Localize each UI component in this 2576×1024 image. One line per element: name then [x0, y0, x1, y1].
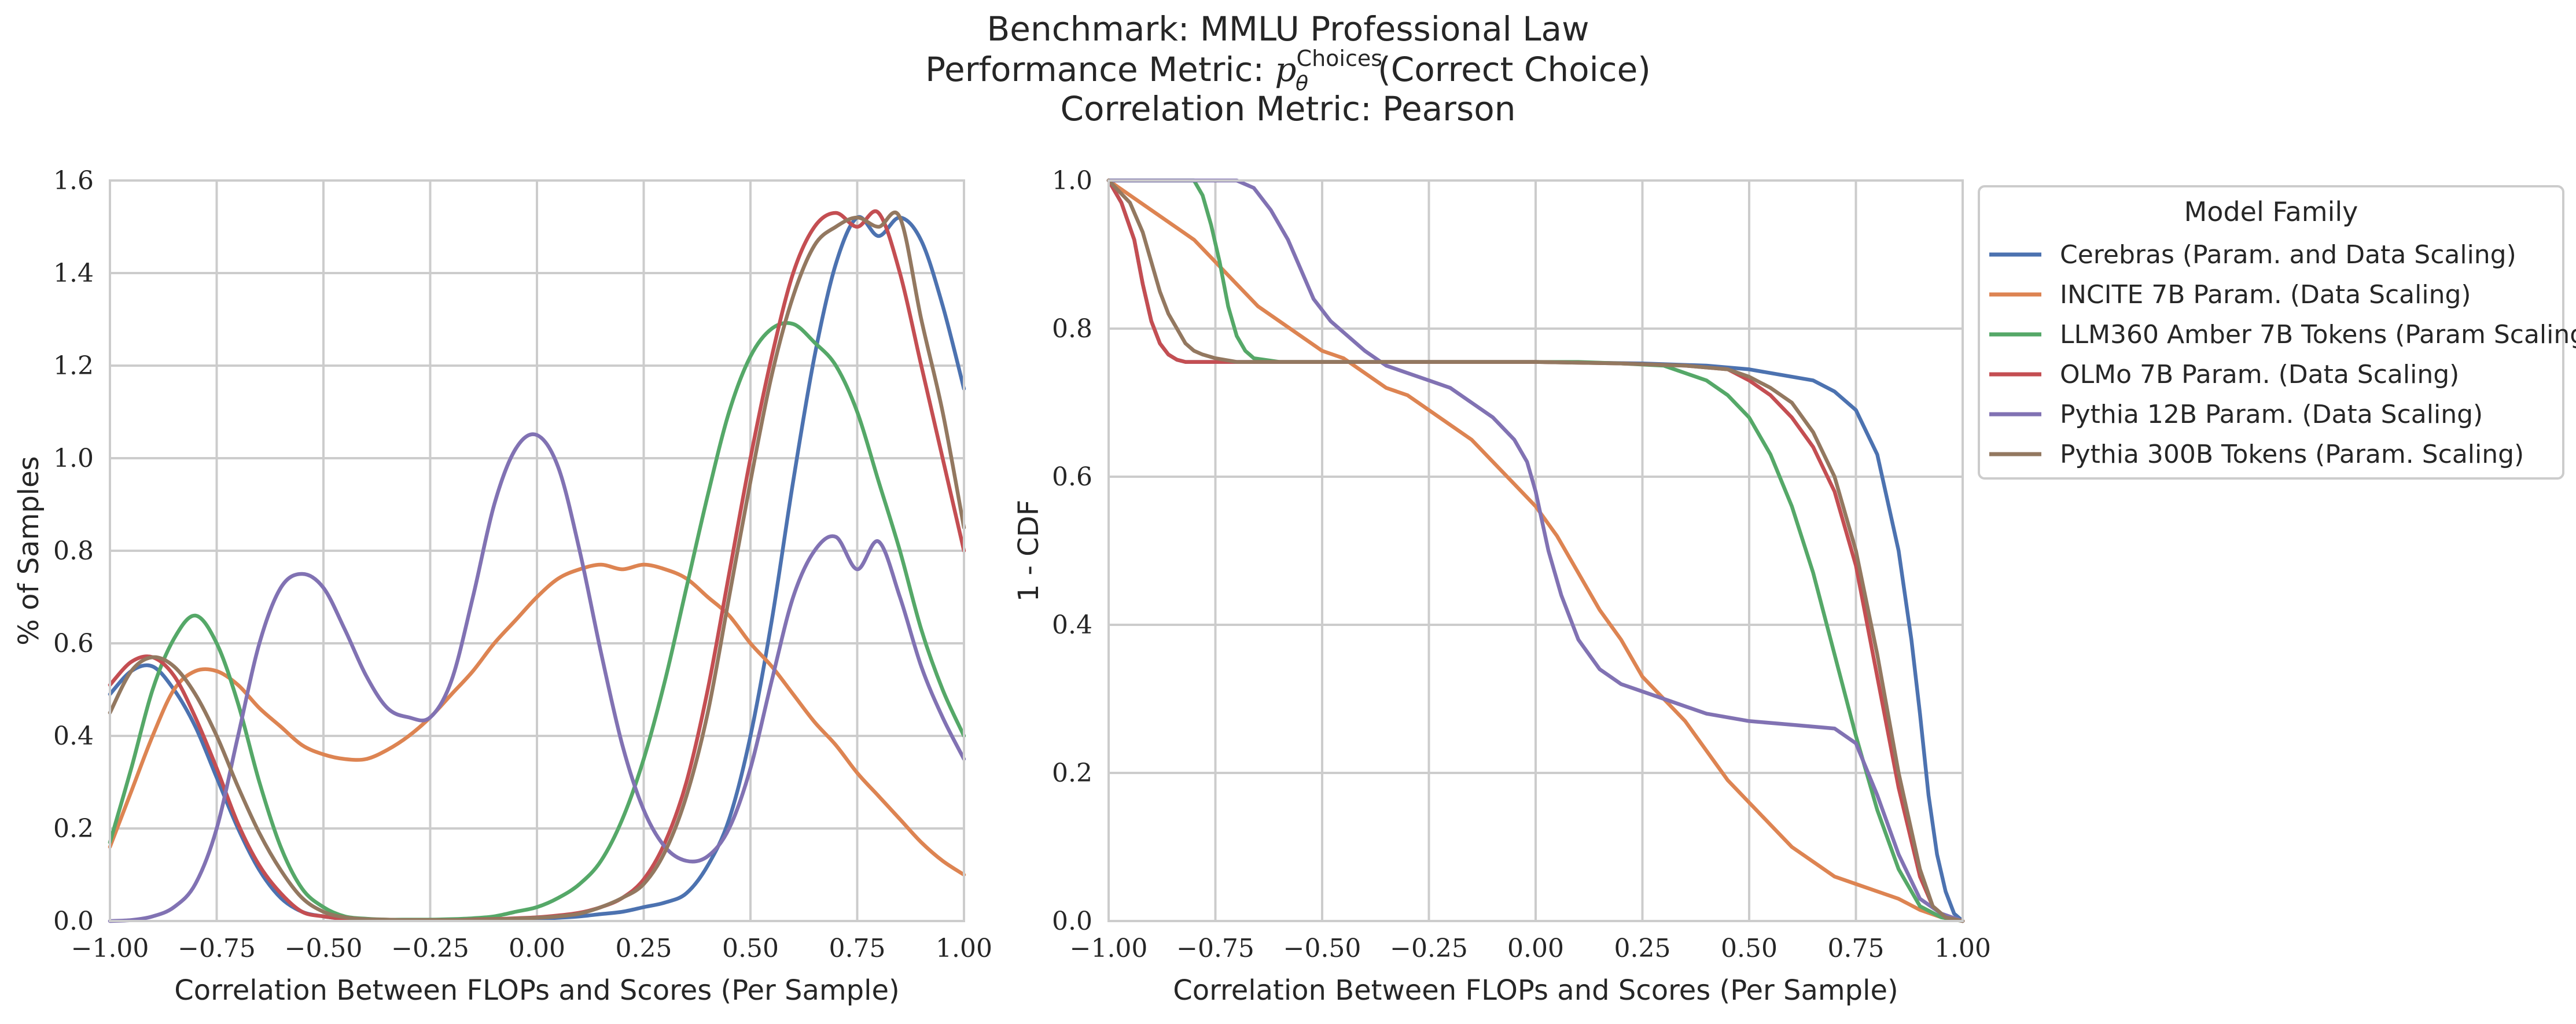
cdf-x-axis-label: Correlation Between FLOPs and Scores (Pe… [1173, 974, 1898, 1007]
kde-series-incite-7b-param-data-scaling [108, 562, 966, 877]
kde-x-tick-label: −0.50 [285, 934, 363, 963]
cdf-x-tick-label: −0.25 [1390, 934, 1468, 963]
kde-y-tick-label: 0.8 [53, 536, 94, 566]
figure-title-line2: Performance Metric: pChoices θ (Correct Ch… [925, 46, 1651, 95]
legend-label: LLM360 Amber 7B Tokens (Param Scaling) [2060, 320, 2576, 349]
legend-item-pythia-300b-tokens-param-scaling: Pythia 300B Tokens (Param. Scaling) [1989, 440, 2524, 469]
kde-series-pythia-12b-param-data-scaling [108, 432, 966, 923]
cdf-x-tick-label: 1.00 [1934, 934, 1991, 963]
title-symbol: p [1275, 50, 1296, 89]
kde-x-tick-label: −1.00 [71, 934, 149, 963]
kde-frame [109, 179, 965, 922]
kde-y-tick-label: 0.2 [53, 814, 94, 843]
cdf-x-tick-label: 0.75 [1828, 934, 1885, 963]
kde-x-tick-label: −0.75 [178, 934, 256, 963]
cdf-y-tick-label: 0.4 [1052, 610, 1092, 640]
kde-x-tick-labels: −1.00 −0.75 −0.50 −0.25 0.00 0.25 0.50 0.75 1.00 [71, 934, 992, 963]
legend-label: Pythia 300B Tokens (Param. Scaling) [2060, 440, 2524, 469]
kde-x-tick-label: 0.00 [509, 934, 565, 963]
cdf-series-pythia-300b-tokens-param-scaling [1106, 178, 1965, 923]
cdf-series-incite-7b-param-data-scaling [1106, 178, 1965, 923]
kde-x-tick-label: −0.25 [391, 934, 469, 963]
legend-item-cerebras-param-and-data-scaling: Cerebras (Param. and Data Scaling) [1989, 240, 2516, 270]
cdf-y-tick-labels: 0.0 0.2 0.4 0.6 0.8 1.0 [1052, 166, 1092, 936]
kde-y-tick-label: 0.4 [53, 721, 94, 751]
cdf-y-tick-label: 0.2 [1052, 758, 1092, 788]
legend-label: Pythia 12B Param. (Data Scaling) [2060, 400, 2483, 429]
kde-series-llm360-amber-7b-tokens-param-scaling [108, 321, 966, 922]
kde-x-tick-label: 0.75 [829, 934, 886, 963]
cdf-y-tick-label: 1.0 [1052, 166, 1092, 196]
legend-label: INCITE 7B Param. (Data Scaling) [2060, 280, 2471, 310]
legend: Model Family Cerebras (Param. and Data S… [1978, 185, 2576, 480]
kde-y-tick-label: 1.6 [53, 166, 94, 196]
cdf-x-tick-labels: −1.00 −0.75 −0.50 −0.25 0.00 0.25 0.50 0.75 1.00 [1070, 934, 1991, 963]
kde-x-tick-label: 0.50 [722, 934, 779, 963]
cdf-y-tick-label: 0.6 [1052, 462, 1092, 492]
title-prefix: Performance Metric: [925, 50, 1275, 89]
cdf-series-pythia-12b-param-data-scaling [1106, 178, 1965, 923]
kde-x-tick-label: 1.00 [936, 934, 992, 963]
cdf-y-tick-label: 0.8 [1052, 314, 1092, 344]
figure-title-line1: Benchmark: MMLU Professional Law [987, 9, 1589, 49]
legend-label: OLMo 7B Param. (Data Scaling) [2060, 360, 2459, 389]
kde-x-axis-label: Correlation Between FLOPs and Scores (Pe… [174, 974, 899, 1007]
kde-grid [109, 179, 965, 922]
kde-y-tick-label: 1.0 [53, 444, 94, 473]
legend-item-pythia-12b-param-data-scaling: Pythia 12B Param. (Data Scaling) [1989, 400, 2483, 429]
legend-label: Cerebras (Param. and Data Scaling) [2060, 240, 2516, 270]
cdf-y-tick-label: 0.0 [1052, 907, 1092, 936]
cdf-x-tick-label: −0.50 [1283, 934, 1361, 963]
kde-panel: −1.00 −0.75 −0.50 −0.25 0.00 0.25 0.50 0.75 1.00… [13, 166, 992, 1007]
legend-item-llm360-amber-7b-tokens-param-scaling: LLM360 Amber 7B Tokens (Param Scaling) [1989, 320, 2576, 349]
kde-y-tick-label: 1.4 [53, 259, 94, 288]
cdf-x-tick-label: −1.00 [1070, 934, 1148, 963]
cdf-x-tick-label: 0.25 [1614, 934, 1671, 963]
legend-item-olmo-7b-param-data-scaling: OLMo 7B Param. (Data Scaling) [1989, 360, 2459, 389]
title-subscript: θ [1296, 72, 1308, 95]
cdf-x-tick-label: 0.00 [1507, 934, 1564, 963]
cdf-x-tick-label: 0.50 [1721, 934, 1778, 963]
kde-series-cerebras-param-and-data-scaling [108, 215, 966, 922]
cdf-grid [1107, 179, 1964, 922]
title-suffix: (Correct Choice) [1378, 50, 1651, 89]
legend-box [1978, 185, 2564, 480]
cdf-y-axis-label: 1 - CDF [1013, 500, 1045, 602]
kde-y-axis-label: % of Samples [13, 456, 45, 645]
figure-title-line3: Correlation Metric: Pearson [1061, 89, 1516, 128]
kde-y-tick-label: 0.6 [53, 629, 94, 658]
kde-y-tick-labels: 0.0 0.2 0.4 0.6 0.8 1.0 1.2 1.4 1.6 [53, 166, 94, 936]
kde-lines [108, 209, 966, 923]
title-superscript: Choices [1297, 46, 1383, 71]
kde-series-pythia-300b-tokens-param-scaling [108, 211, 966, 922]
legend-items: Cerebras (Param. and Data Scaling) INCITE… [1989, 240, 2576, 469]
kde-y-tick-label: 1.2 [53, 351, 94, 381]
legend-title: Model Family [2184, 196, 2358, 227]
legend-item-incite-7b-param-data-scaling: INCITE 7B Param. (Data Scaling) [1989, 280, 2471, 310]
cdf-x-tick-label: −0.75 [1176, 934, 1254, 963]
cdf-lines [1106, 178, 1965, 923]
cdf-frame [1107, 179, 1964, 922]
cdf-panel: −1.00 −0.75 −0.50 −0.25 0.00 0.25 0.50 0.75 1.00… [1013, 166, 1991, 1007]
kde-x-tick-label: 0.25 [616, 934, 672, 963]
kde-y-tick-label: 0.0 [53, 907, 94, 936]
